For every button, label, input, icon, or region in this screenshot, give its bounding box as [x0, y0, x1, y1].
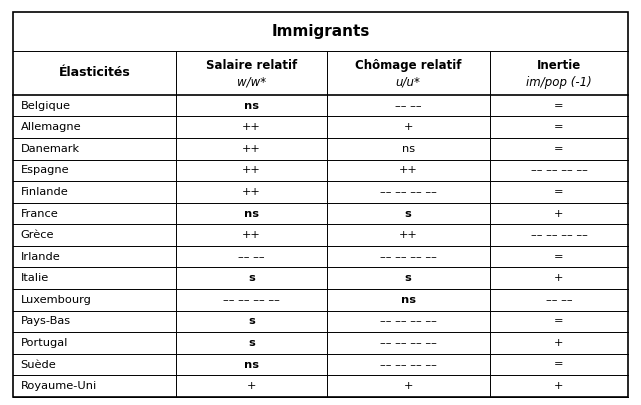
Text: Belgique: Belgique: [21, 101, 71, 111]
Text: +: +: [247, 381, 256, 391]
Text: ++: ++: [242, 144, 261, 154]
Text: =: =: [554, 252, 563, 262]
Text: s: s: [248, 316, 254, 326]
Text: +: +: [554, 338, 563, 348]
Text: Italie: Italie: [21, 273, 49, 283]
Text: ++: ++: [399, 165, 417, 175]
Text: Suède: Suède: [21, 360, 56, 369]
Text: s: s: [248, 338, 254, 348]
Text: =: =: [554, 187, 563, 197]
Text: s: s: [405, 209, 412, 219]
Text: –– ––: –– ––: [545, 295, 572, 305]
Text: ++: ++: [242, 187, 261, 197]
Text: –– –– –– ––: –– –– –– ––: [531, 230, 587, 240]
Text: Irlande: Irlande: [21, 252, 60, 262]
Text: =: =: [554, 360, 563, 369]
Text: Finlande: Finlande: [21, 187, 68, 197]
Text: –– –– –– ––: –– –– –– ––: [379, 316, 437, 326]
Text: s: s: [248, 273, 254, 283]
Text: –– –– –– ––: –– –– –– ––: [379, 187, 437, 197]
Text: ns: ns: [402, 144, 415, 154]
Text: Allemagne: Allemagne: [21, 122, 81, 132]
Text: Chômage relatif: Chômage relatif: [355, 59, 462, 72]
Text: –– ––: –– ––: [238, 252, 265, 262]
Text: Salaire relatif: Salaire relatif: [206, 59, 297, 72]
Text: ++: ++: [242, 122, 261, 132]
Text: +: +: [403, 381, 413, 391]
Text: +: +: [554, 381, 563, 391]
Text: ns: ns: [244, 360, 259, 369]
Text: –– –– –– ––: –– –– –– ––: [379, 338, 437, 348]
Text: im/pop (-1): im/pop (-1): [526, 76, 592, 89]
Text: –– ––: –– ––: [395, 101, 422, 111]
Text: Grèce: Grèce: [21, 230, 54, 240]
Text: +: +: [554, 273, 563, 283]
Text: Immigrants: Immigrants: [271, 24, 370, 39]
Text: Danemark: Danemark: [21, 144, 79, 154]
Text: Royaume-Uni: Royaume-Uni: [21, 381, 97, 391]
Text: =: =: [554, 122, 563, 132]
Text: –– –– –– ––: –– –– –– ––: [379, 360, 437, 369]
Text: –– –– –– ––: –– –– –– ––: [531, 165, 587, 175]
Text: Luxembourg: Luxembourg: [21, 295, 92, 305]
Text: ++: ++: [399, 230, 417, 240]
Text: ++: ++: [242, 230, 261, 240]
Text: ns: ns: [244, 209, 259, 219]
Text: Inertie: Inertie: [537, 59, 581, 72]
Text: u/u*: u/u*: [395, 76, 420, 89]
Text: ++: ++: [242, 165, 261, 175]
Text: France: France: [21, 209, 58, 219]
Text: Élasticités: Élasticités: [58, 66, 130, 79]
Text: –– –– –– ––: –– –– –– ––: [223, 295, 279, 305]
Text: +: +: [554, 209, 563, 219]
Text: Portugal: Portugal: [21, 338, 68, 348]
Text: –– –– –– ––: –– –– –– ––: [379, 252, 437, 262]
Text: =: =: [554, 101, 563, 111]
Text: s: s: [405, 273, 412, 283]
Text: Pays-Bas: Pays-Bas: [21, 316, 71, 326]
Text: ns: ns: [244, 101, 259, 111]
Text: Espagne: Espagne: [21, 165, 69, 175]
Text: =: =: [554, 316, 563, 326]
Text: ns: ns: [401, 295, 416, 305]
Text: +: +: [403, 122, 413, 132]
Text: =: =: [554, 144, 563, 154]
Text: w/w*: w/w*: [237, 76, 266, 89]
